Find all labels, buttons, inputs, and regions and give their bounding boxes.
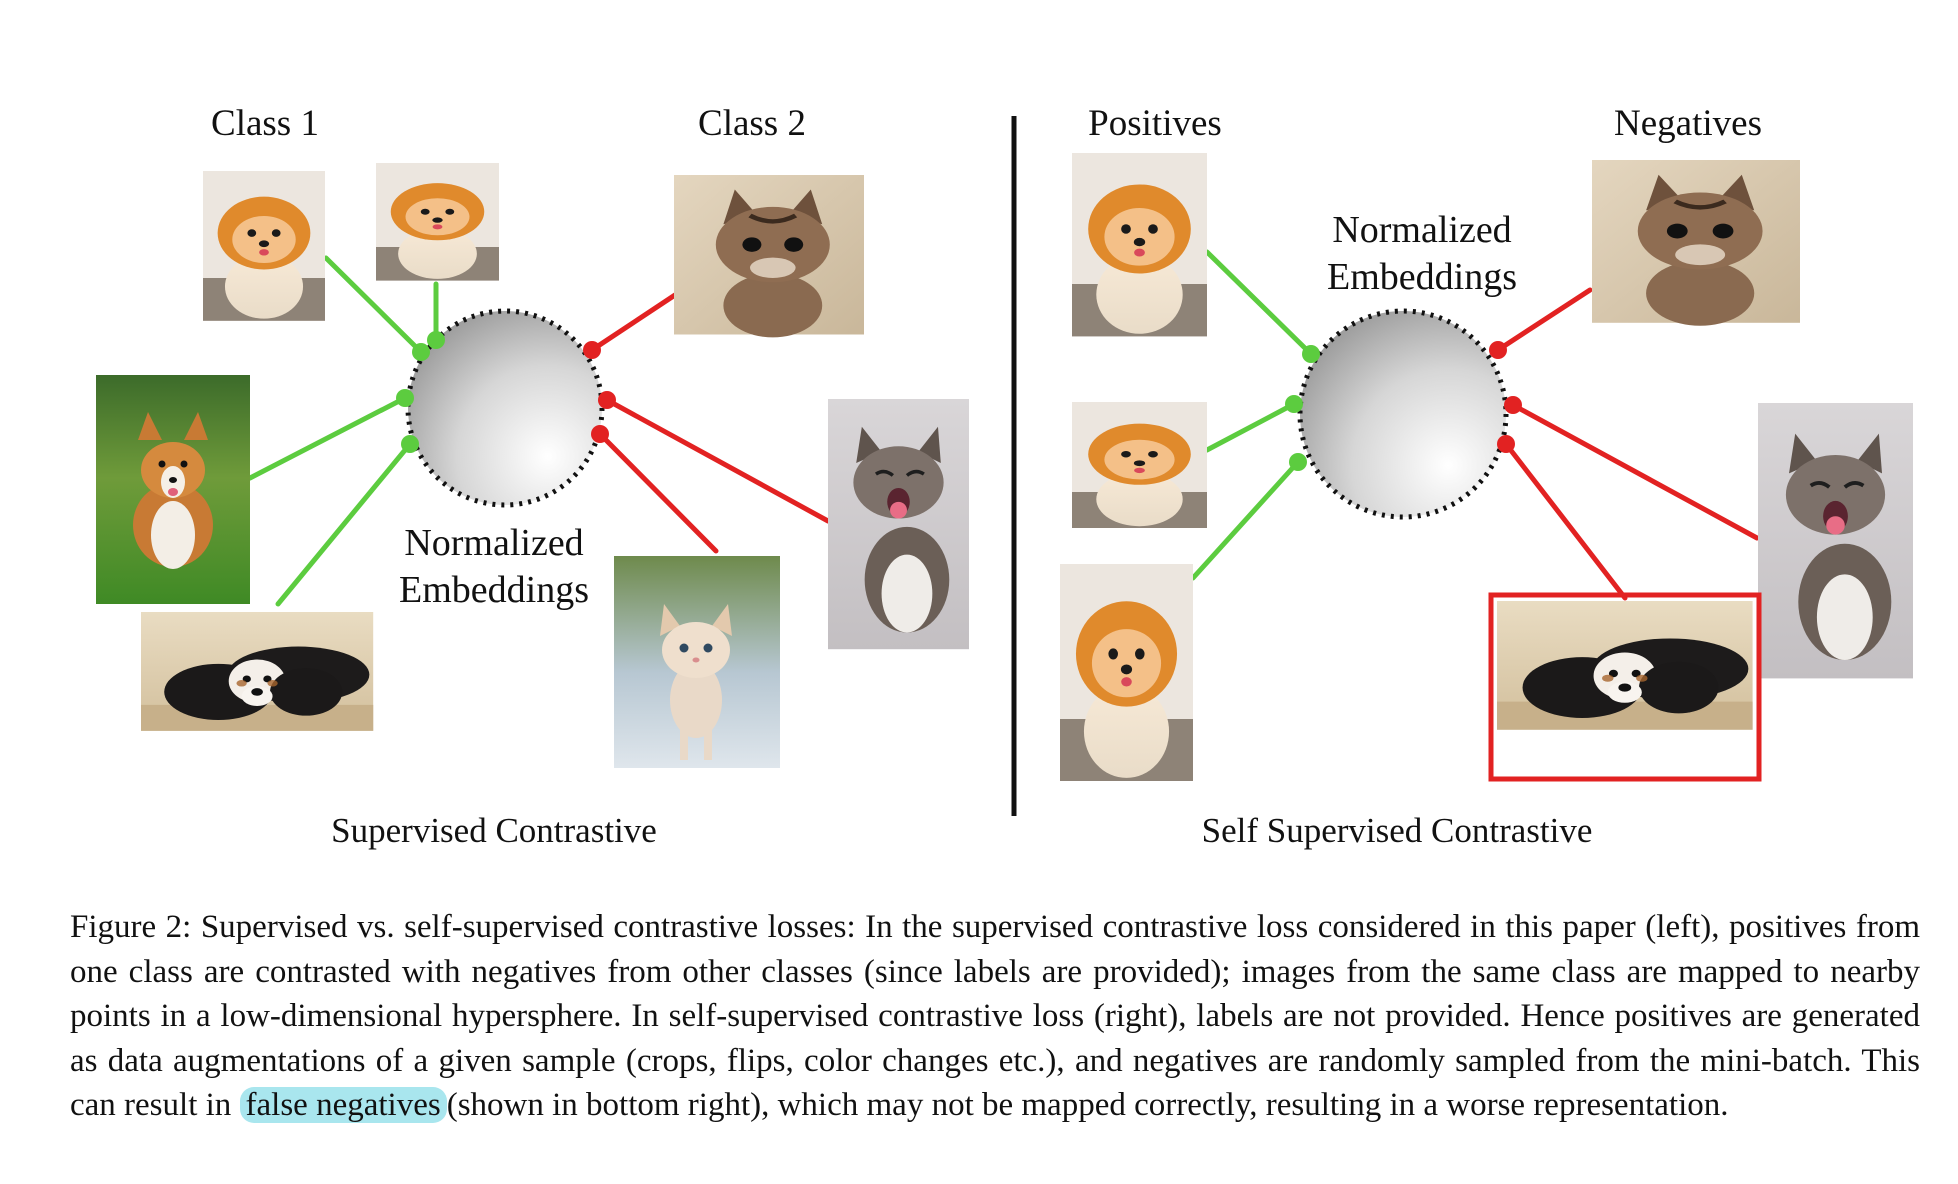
- pomeranian-image-2: [376, 163, 499, 281]
- caption-highlight-false-negatives: false negatives: [239, 1087, 447, 1123]
- false-negative-box: [1488, 592, 1762, 782]
- right-panel-title: Self Supervised Contrastive: [1202, 811, 1593, 850]
- left-negative-dots: [583, 341, 616, 443]
- tabby-kitten-negative: [1592, 160, 1800, 326]
- yawning-kitten-negative: [1756, 401, 1915, 681]
- left-positive-dots: [396, 331, 445, 453]
- right-negative-lines: [1495, 287, 1760, 601]
- spaniel-image-left: [141, 612, 374, 731]
- yawning-kitten-image-left: [826, 397, 971, 651]
- class1-label: Class 1: [211, 103, 319, 144]
- corgi-image: [96, 375, 250, 604]
- left-panel: Class 1 Class 2: [96, 103, 971, 850]
- left-embeddings-label-line1: Normalized: [404, 522, 583, 564]
- spaniel-false-negative-image: [1497, 601, 1753, 730]
- right-panel: Positives Negatives Normalized Embedding…: [1060, 103, 1915, 850]
- pomeranian-image-1: [203, 171, 325, 321]
- positives-label: Positives: [1088, 103, 1222, 144]
- class2-label: Class 2: [698, 103, 806, 144]
- left-negative-lines: [589, 292, 831, 554]
- right-positive-dots: [1285, 345, 1320, 471]
- figure-caption: Figure 2: Supervised vs. self-supervised…: [70, 905, 1920, 1128]
- left-embedding-sphere: [405, 308, 605, 508]
- negatives-label: Negatives: [1614, 103, 1762, 144]
- right-positive-lines: [1190, 249, 1314, 581]
- pomeranian-positive-1: [1072, 153, 1207, 337]
- caption-text-after: (shown in bottom right), which may not b…: [446, 1087, 1729, 1123]
- right-negative-dots: [1489, 341, 1522, 453]
- figure: Class 1 Class 2: [96, 103, 1915, 850]
- pomeranian-positive-3: [1060, 564, 1193, 781]
- pomeranian-positive-2: [1072, 402, 1207, 528]
- caption-text-before: Figure 2: Supervised vs. self-supervised…: [70, 909, 1920, 1123]
- left-positive-lines: [247, 255, 439, 607]
- right-embeddings-label-line1: Normalized: [1332, 209, 1511, 251]
- left-embeddings-label-line2: Embeddings: [399, 569, 589, 611]
- tabby-kitten-image-left: [674, 175, 864, 337]
- left-panel-title: Supervised Contrastive: [331, 811, 657, 850]
- right-embeddings-label-line2: Embeddings: [1327, 256, 1517, 298]
- white-kitten-image: [614, 556, 780, 768]
- right-embedding-sphere: [1297, 308, 1509, 520]
